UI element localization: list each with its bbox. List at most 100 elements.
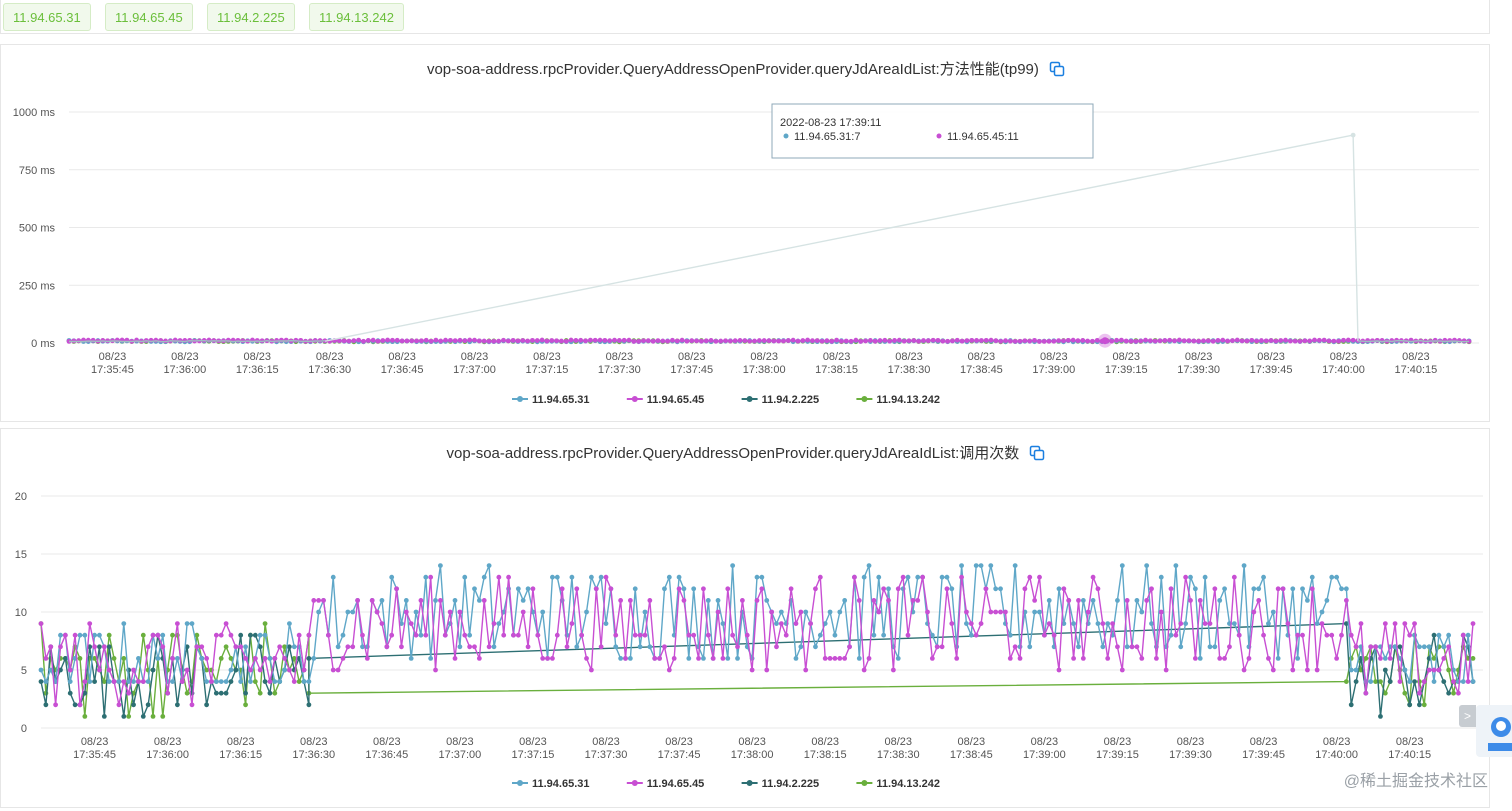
data-point bbox=[325, 632, 331, 638]
data-point bbox=[642, 609, 648, 615]
data-point bbox=[988, 609, 994, 615]
data-point bbox=[228, 667, 234, 673]
data-point bbox=[756, 338, 762, 343]
data-point bbox=[364, 656, 370, 661]
data-point bbox=[1139, 609, 1145, 615]
data-point bbox=[666, 574, 672, 580]
data-point bbox=[272, 690, 278, 696]
data-point bbox=[1041, 338, 1047, 344]
data-point bbox=[419, 338, 424, 344]
data-point bbox=[414, 338, 419, 344]
data-point bbox=[101, 644, 107, 650]
data-point bbox=[262, 656, 268, 661]
data-point bbox=[1133, 338, 1139, 344]
host-tag[interactable]: 11.94.65.31 bbox=[3, 3, 91, 31]
host-tag[interactable]: 11.94.13.242 bbox=[309, 3, 404, 31]
data-point bbox=[1382, 667, 1388, 673]
data-point bbox=[97, 644, 102, 650]
data-point bbox=[496, 574, 502, 580]
data-point bbox=[696, 656, 701, 661]
data-point bbox=[691, 586, 697, 592]
data-point bbox=[481, 574, 487, 580]
data-point bbox=[106, 667, 112, 673]
data-point bbox=[209, 679, 214, 684]
data-point bbox=[476, 338, 482, 344]
data-point bbox=[863, 338, 868, 344]
data-point bbox=[858, 338, 864, 344]
data-point bbox=[1441, 679, 1447, 684]
data-point bbox=[578, 337, 584, 343]
data-point bbox=[121, 656, 127, 661]
data-point bbox=[1115, 598, 1120, 603]
copy-icon[interactable] bbox=[1029, 445, 1045, 465]
robot-icon[interactable] bbox=[1476, 705, 1512, 757]
data-point bbox=[106, 679, 112, 684]
data-point bbox=[1051, 632, 1057, 638]
data-point bbox=[77, 656, 83, 661]
data-point bbox=[627, 598, 633, 603]
data-point bbox=[101, 679, 107, 684]
data-point bbox=[637, 632, 643, 638]
data-point bbox=[896, 337, 902, 343]
data-point bbox=[665, 338, 671, 344]
data-point bbox=[1446, 667, 1452, 673]
data-point bbox=[882, 337, 888, 343]
data-point bbox=[998, 586, 1003, 592]
call-count-line-chart[interactable]: 0510152008/2317:35:4508/2317:36:0008/231… bbox=[1, 429, 1489, 807]
data-point bbox=[1417, 690, 1422, 696]
data-point bbox=[267, 656, 273, 661]
data-point bbox=[423, 632, 429, 638]
data-point bbox=[1144, 598, 1150, 603]
data-point bbox=[462, 338, 468, 344]
data-point bbox=[238, 644, 244, 650]
legend-label: 11.94.13.242 bbox=[876, 394, 940, 406]
data-point bbox=[131, 679, 136, 684]
data-point bbox=[204, 667, 210, 673]
data-point bbox=[1186, 338, 1192, 344]
data-point bbox=[1222, 586, 1227, 592]
copy-icon[interactable] bbox=[1049, 61, 1065, 81]
data-point bbox=[350, 609, 356, 615]
data-point bbox=[370, 337, 376, 343]
data-point bbox=[1076, 598, 1081, 603]
data-point bbox=[510, 337, 516, 343]
data-point bbox=[641, 338, 646, 344]
host-tag[interactable]: 11.94.65.45 bbox=[105, 3, 193, 31]
data-point bbox=[1167, 337, 1173, 343]
data-point bbox=[720, 621, 726, 626]
chevron-right-icon[interactable]: > bbox=[1459, 705, 1476, 727]
data-point bbox=[1341, 337, 1346, 343]
data-point bbox=[674, 338, 680, 344]
data-point bbox=[467, 632, 473, 638]
data-point bbox=[798, 609, 804, 615]
x-tick-label: 08/23 bbox=[606, 351, 634, 363]
data-point bbox=[1056, 338, 1062, 343]
data-point bbox=[340, 632, 346, 638]
data-point bbox=[1095, 621, 1101, 626]
data-point bbox=[243, 656, 248, 661]
data-point bbox=[759, 574, 765, 580]
data-point bbox=[939, 574, 945, 580]
data-point bbox=[559, 586, 565, 592]
data-point bbox=[194, 644, 200, 650]
data-point bbox=[1246, 656, 1252, 661]
data-point bbox=[742, 338, 748, 344]
data-point bbox=[598, 574, 604, 580]
host-tag[interactable]: 11.94.2.225 bbox=[207, 3, 295, 31]
data-point bbox=[1343, 586, 1349, 592]
data-point bbox=[676, 574, 682, 580]
data-point bbox=[803, 609, 809, 615]
data-point bbox=[235, 337, 241, 343]
data-point bbox=[964, 338, 970, 343]
data-point bbox=[1407, 679, 1413, 684]
data-point bbox=[1114, 337, 1119, 343]
data-point bbox=[174, 621, 180, 626]
x-tick-label: 08/23 bbox=[665, 736, 693, 748]
data-point bbox=[233, 644, 239, 650]
data-point bbox=[218, 632, 224, 638]
data-point bbox=[1215, 338, 1221, 343]
data-point bbox=[1378, 679, 1383, 684]
data-point bbox=[174, 702, 180, 708]
data-point bbox=[920, 574, 926, 580]
